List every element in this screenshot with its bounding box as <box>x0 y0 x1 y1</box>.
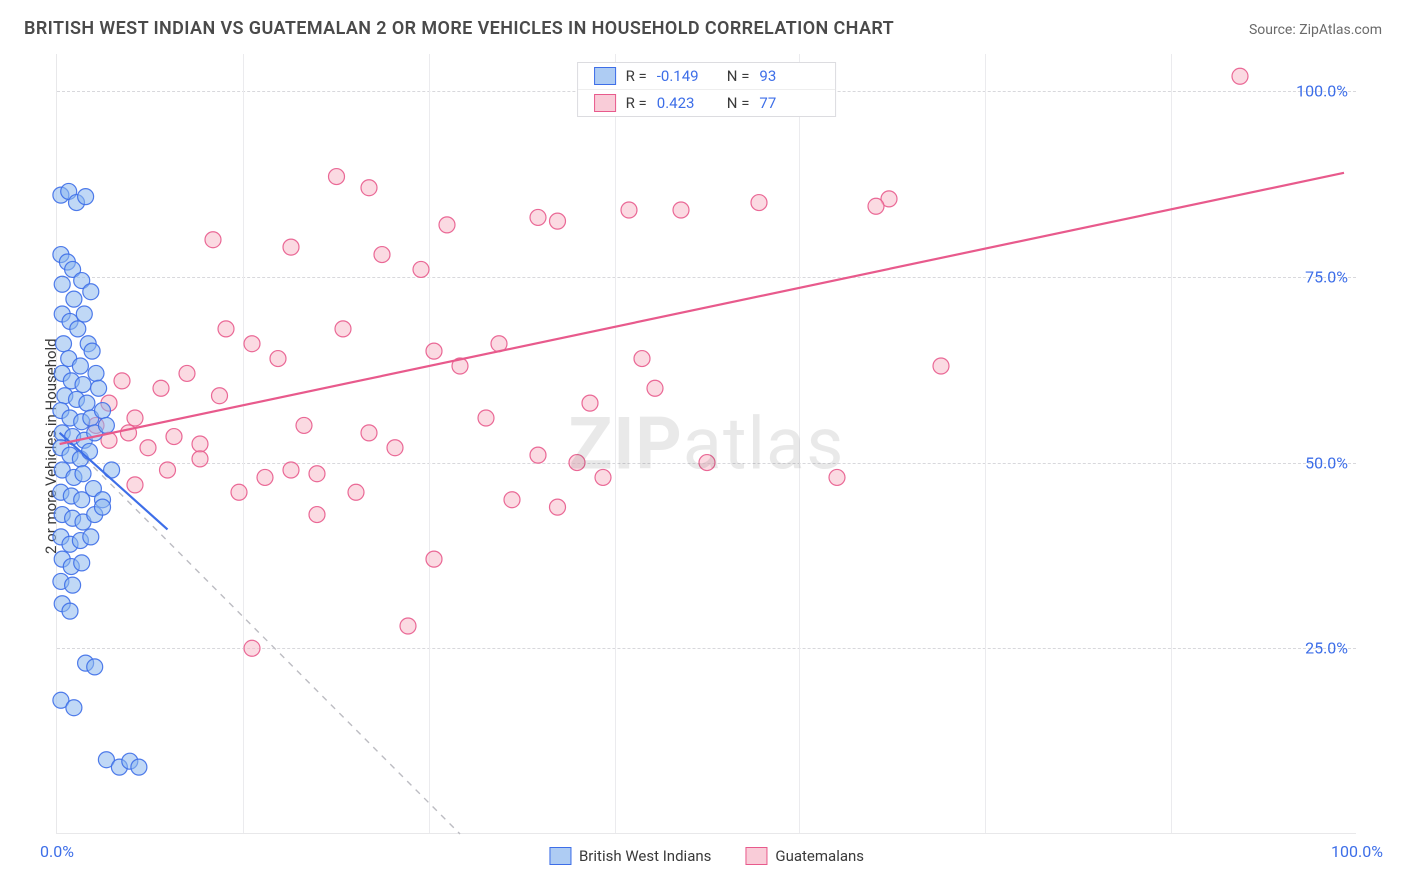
pink-swatch-icon <box>594 94 616 112</box>
pink-swatch-icon <box>745 847 767 865</box>
source-attribution: Source: ZipAtlas.com <box>1249 22 1382 38</box>
r-value-blue: -0.149 <box>657 67 717 85</box>
n-value-pink: 77 <box>759 94 819 112</box>
r-value-pink: 0.423 <box>657 94 717 112</box>
legend-row-pink: R = 0.423 N = 77 <box>578 89 836 116</box>
r-label: R = <box>626 67 647 85</box>
legend-row-blue: R = -0.149 N = 93 <box>578 63 836 89</box>
x-tick: 0.0% <box>40 842 74 861</box>
chart-title: BRITISH WEST INDIAN VS GUATEMALAN 2 OR M… <box>24 18 894 39</box>
blue-swatch-icon <box>549 847 571 865</box>
legend-item-pink: Guatemalans <box>745 847 864 865</box>
plot-area: R = -0.149 N = 93 R = 0.423 N = 77 ZIPat… <box>56 54 1356 834</box>
series-legend: British West Indians Guatemalans <box>549 847 864 865</box>
x-tick: 100.0% <box>1331 842 1383 861</box>
n-value-blue: 93 <box>759 67 819 85</box>
legend-label-blue: British West Indians <box>579 847 711 865</box>
plot-container: 2 or more Vehicles in Household R = -0.1… <box>24 54 1382 870</box>
n-label: N = <box>727 67 750 85</box>
legend-item-blue: British West Indians <box>549 847 711 865</box>
legend-label-pink: Guatemalans <box>775 847 864 865</box>
scatter-layer <box>57 54 1356 833</box>
n-label: N = <box>727 94 750 112</box>
correlation-legend: R = -0.149 N = 93 R = 0.423 N = 77 <box>577 62 837 117</box>
blue-swatch-icon <box>594 67 616 85</box>
r-label: R = <box>626 94 647 112</box>
